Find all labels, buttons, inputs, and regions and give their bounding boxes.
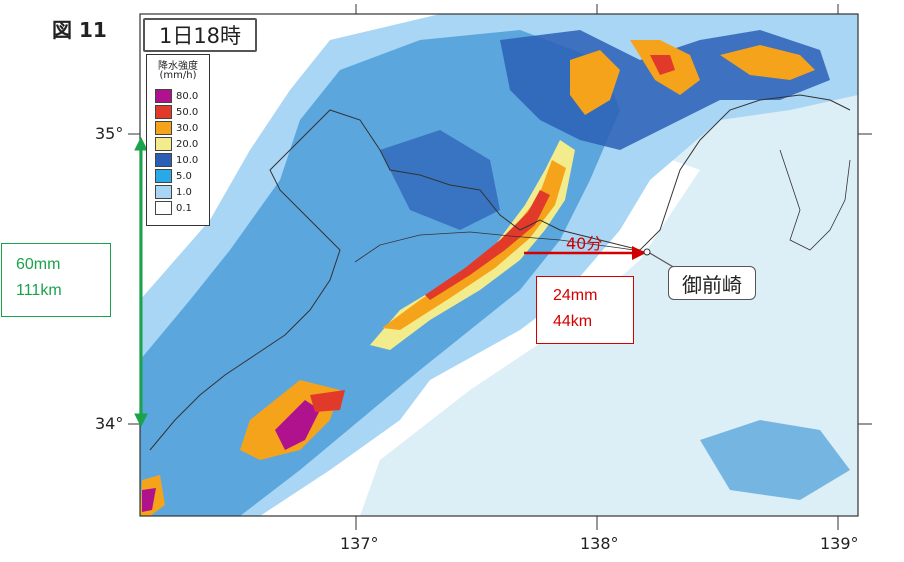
callout-pointer — [647, 251, 676, 269]
red-rain-amount: 24mm — [553, 287, 598, 304]
legend-swatch — [155, 89, 172, 103]
lon-label-137: 137° — [340, 534, 379, 553]
legend-item: 5.0 — [155, 169, 209, 183]
movement-time-label: 40分 — [566, 234, 603, 253]
coastline-bay — [354, 231, 649, 263]
axis-ticks — [128, 4, 872, 530]
figure-label: 図 11 — [52, 18, 107, 42]
time-label: 1日18時 — [143, 18, 257, 52]
green-annotation-box: 60mm 111km — [1, 243, 111, 317]
omaezaki-marker — [643, 248, 651, 256]
legend-swatch — [155, 137, 172, 151]
legend-value: 10.0 — [176, 154, 199, 166]
legend-title: 降水強度 — [158, 61, 198, 72]
coastline — [149, 94, 851, 451]
rain-band — [140, 40, 815, 516]
red-distance: 44km — [553, 313, 593, 330]
red-movement-arrow — [524, 246, 646, 260]
legend-item: 50.0 — [155, 105, 209, 119]
legend-value: 5.0 — [176, 170, 192, 182]
legend-value: 50.0 — [176, 106, 199, 118]
coastline-peninsula — [779, 149, 851, 251]
legend-value: 80.0 — [176, 90, 199, 102]
legend-item: 0.1 — [155, 201, 209, 215]
lat-label-35: 35° — [95, 124, 124, 143]
legend-item: 30.0 — [155, 121, 209, 135]
legend-swatch — [155, 121, 172, 135]
legend-unit: (mm/h) — [159, 70, 197, 81]
legend-item: 10.0 — [155, 153, 209, 167]
legend-item: 80.0 — [155, 89, 209, 103]
red-annotation-box: 24mm 44km — [536, 276, 634, 344]
legend-value: 20.0 — [176, 138, 199, 150]
legend-value: 1.0 — [176, 186, 192, 198]
lon-label-139: 139° — [820, 534, 859, 553]
green-distance: 111km — [16, 282, 62, 299]
moderate-rain-area — [140, 30, 620, 516]
legend: 降水強度 (mm/h) 80.0 50.0 30.0 20.0 10.0 5.0 1.0 0.… — [146, 54, 210, 226]
lat-label-34: 34° — [95, 414, 124, 433]
legend-swatch — [155, 169, 172, 183]
legend-swatch — [155, 185, 172, 199]
green-distance-arrow — [134, 136, 148, 428]
legend-swatch — [155, 105, 172, 119]
green-rain-amount: 60mm — [16, 256, 61, 273]
legend-swatch — [155, 153, 172, 167]
heavy-rain-area-mid — [380, 130, 500, 230]
legend-value: 0.1 — [176, 202, 192, 214]
legend-item: 1.0 — [155, 185, 209, 199]
legend-swatch — [155, 201, 172, 215]
rain-patches-southeast — [700, 420, 850, 500]
lon-label-138: 138° — [580, 534, 619, 553]
place-callout-omaezaki: 御前崎 — [668, 266, 756, 300]
legend-value: 30.0 — [176, 122, 199, 134]
legend-item: 20.0 — [155, 137, 209, 151]
